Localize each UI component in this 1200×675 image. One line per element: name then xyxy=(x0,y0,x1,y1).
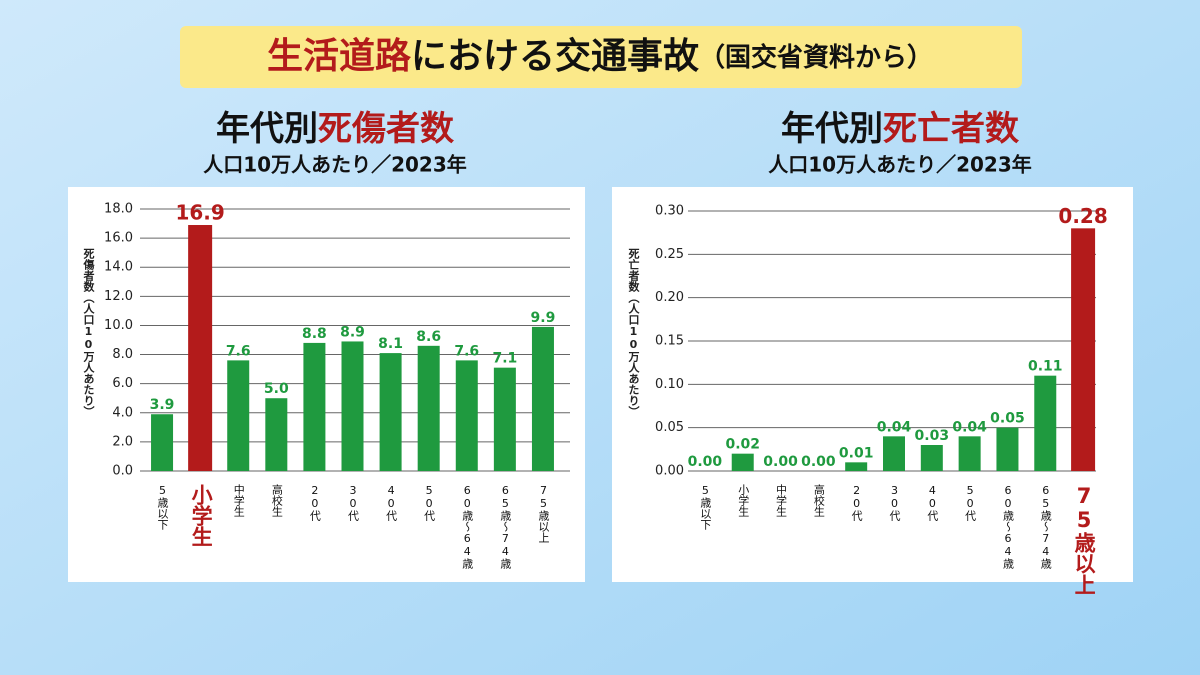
x-tick-label: 小学生 xyxy=(737,484,750,517)
value-label: 5.0 xyxy=(264,381,289,397)
y-tick-label: 10.0 xyxy=(104,318,133,333)
y-axis-label: 死傷者数（人口10万人あたり） xyxy=(82,248,96,417)
y-tick-label: 8.0 xyxy=(112,347,133,362)
y-axis-label: 死亡者数（人口10万人あたり） xyxy=(627,248,641,417)
chart-subtitle: 人口10万人あたり／2023年 xyxy=(203,153,467,177)
value-label: 8.1 xyxy=(378,336,403,352)
headline: 生活道路における交通事故（国交省資料から） xyxy=(267,35,933,77)
value-label: 0.05 xyxy=(990,411,1025,427)
value-label: 8.9 xyxy=(340,324,365,340)
headline-main: における交通事故 xyxy=(411,35,699,77)
value-label: 3.9 xyxy=(150,397,175,413)
chart-title-prefix: 年代別 xyxy=(216,109,318,149)
bar xyxy=(417,345,440,471)
bar xyxy=(531,326,554,471)
x-tick-label: 50代 xyxy=(423,484,436,522)
bar xyxy=(227,360,250,471)
bar xyxy=(188,225,213,471)
bar xyxy=(920,445,943,471)
value-label: 0.04 xyxy=(877,419,912,435)
value-label: 0.01 xyxy=(839,445,874,461)
chart-title-highlight: 死亡者数 xyxy=(883,109,1019,149)
x-tick-label: 小学生 xyxy=(189,484,213,547)
value-label: 0.00 xyxy=(763,454,798,470)
y-tick-label: 6.0 xyxy=(112,376,133,391)
x-tick-label: 50代 xyxy=(964,484,977,522)
chart-title-highlight: 死傷者数 xyxy=(318,109,454,149)
y-tick-label: 0.0 xyxy=(112,464,133,479)
y-tick-label: 12.0 xyxy=(104,289,133,304)
value-label: 16.9 xyxy=(175,201,224,225)
bar xyxy=(151,414,174,471)
bar xyxy=(379,353,402,471)
chart-title: 年代別死傷者数 xyxy=(216,109,454,149)
bar xyxy=(455,360,478,471)
bar xyxy=(341,341,364,471)
bar xyxy=(1034,375,1057,471)
x-tick-label: 20代 xyxy=(850,484,863,522)
value-label: 0.11 xyxy=(1028,359,1063,375)
value-label: 8.6 xyxy=(416,329,441,345)
chart-title-prefix: 年代別 xyxy=(781,109,883,149)
bar xyxy=(265,398,288,471)
y-tick-label: 4.0 xyxy=(112,405,133,420)
value-label: 0.00 xyxy=(688,454,723,470)
bar xyxy=(303,342,326,471)
value-label: 0.04 xyxy=(952,419,987,435)
bar xyxy=(883,436,905,471)
y-tick-label: 16.0 xyxy=(104,231,133,246)
x-tick-label: 30代 xyxy=(888,484,901,522)
x-tick-label: 65歳～74歳 xyxy=(1039,484,1052,569)
y-tick-label: 0.00 xyxy=(655,464,684,479)
chart-title: 年代別死亡者数 xyxy=(781,109,1019,149)
headline-source: （国交省資料から） xyxy=(699,42,933,73)
bar xyxy=(731,453,754,471)
y-tick-label: 0.25 xyxy=(655,247,684,262)
x-tick-label: 中学生 xyxy=(232,484,245,517)
x-tick-label: 75歳以上 xyxy=(537,484,550,543)
y-tick-label: 14.0 xyxy=(104,260,133,275)
x-tick-label: 60歳～64歳 xyxy=(1001,484,1014,569)
value-label: 0.03 xyxy=(915,428,950,444)
x-tick-label: 65歳～74歳 xyxy=(499,484,512,569)
value-label: 7.1 xyxy=(492,351,517,367)
y-tick-label: 2.0 xyxy=(112,434,133,449)
value-label: 7.6 xyxy=(226,343,251,359)
value-label: 8.8 xyxy=(302,326,327,342)
bar xyxy=(845,462,868,471)
bar xyxy=(958,436,981,471)
x-tick-label: 5歳以下 xyxy=(156,484,169,531)
y-tick-label: 18.0 xyxy=(104,202,133,217)
value-label: 0.02 xyxy=(725,437,760,453)
y-tick-label: 0.10 xyxy=(655,377,684,392)
x-tick-label: 75歳以上 xyxy=(1072,484,1096,595)
x-tick-label: 60歳～64歳 xyxy=(461,484,474,569)
headline-box xyxy=(180,26,1022,88)
value-label: 7.6 xyxy=(454,343,479,359)
y-tick-label: 0.05 xyxy=(655,420,684,435)
value-label: 0.00 xyxy=(801,454,836,470)
x-tick-label: 40代 xyxy=(385,484,398,522)
x-tick-label: 高校生 xyxy=(270,483,283,517)
headline-red: 生活道路 xyxy=(267,36,412,77)
x-tick-label: 30代 xyxy=(347,484,360,522)
bar xyxy=(1071,228,1096,471)
bar xyxy=(493,367,516,471)
x-tick-label: 40代 xyxy=(926,484,939,522)
x-tick-label: 中学生 xyxy=(775,484,788,517)
x-tick-label: 5歳以下 xyxy=(699,484,712,531)
value-label: 0.28 xyxy=(1058,204,1107,228)
y-tick-label: 0.15 xyxy=(655,334,684,349)
y-tick-label: 0.30 xyxy=(655,204,684,219)
x-tick-label: 20代 xyxy=(308,484,321,522)
x-tick-label: 高校生 xyxy=(812,483,825,517)
value-label: 9.9 xyxy=(531,310,556,326)
y-tick-label: 0.20 xyxy=(655,290,684,305)
chart-subtitle: 人口10万人あたり／2023年 xyxy=(768,153,1032,177)
bar xyxy=(996,427,1019,471)
